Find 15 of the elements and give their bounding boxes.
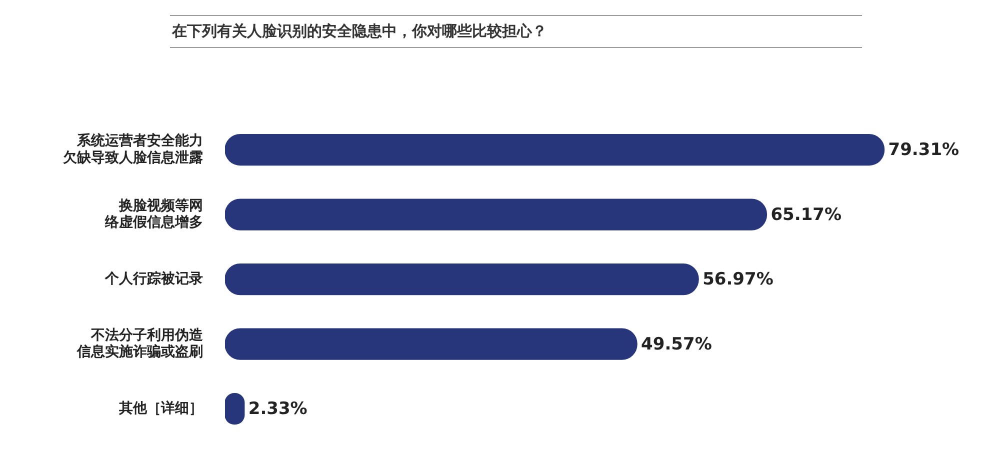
bar: [225, 134, 885, 166]
data-label: 56.97%: [702, 270, 774, 290]
data-label: 2.33%: [248, 399, 308, 420]
bar: [225, 263, 699, 296]
bar: [225, 198, 768, 230]
data-label: 49.57%: [641, 334, 712, 354]
y-tick-label: 不法分子利用伪造信息实施诈骗或盗刷: [76, 327, 204, 360]
data-label: 65.17%: [770, 204, 842, 225]
bar: [225, 328, 638, 360]
y-tick-label: 其他［详细］: [118, 399, 203, 416]
y-tick-label: 换脸视频等网络虚假信息增多: [104, 196, 203, 231]
y-tick-label: 系统运营者安全能力欠缺导致人脸信息泄露: [62, 132, 203, 166]
y-tick-label: 个人行踪被记录: [104, 270, 203, 287]
chart-title: 在下列有关人脸识别的安全隐患中，你对哪些比较担心？: [170, 15, 862, 48]
data-label: 79.31%: [888, 140, 960, 160]
